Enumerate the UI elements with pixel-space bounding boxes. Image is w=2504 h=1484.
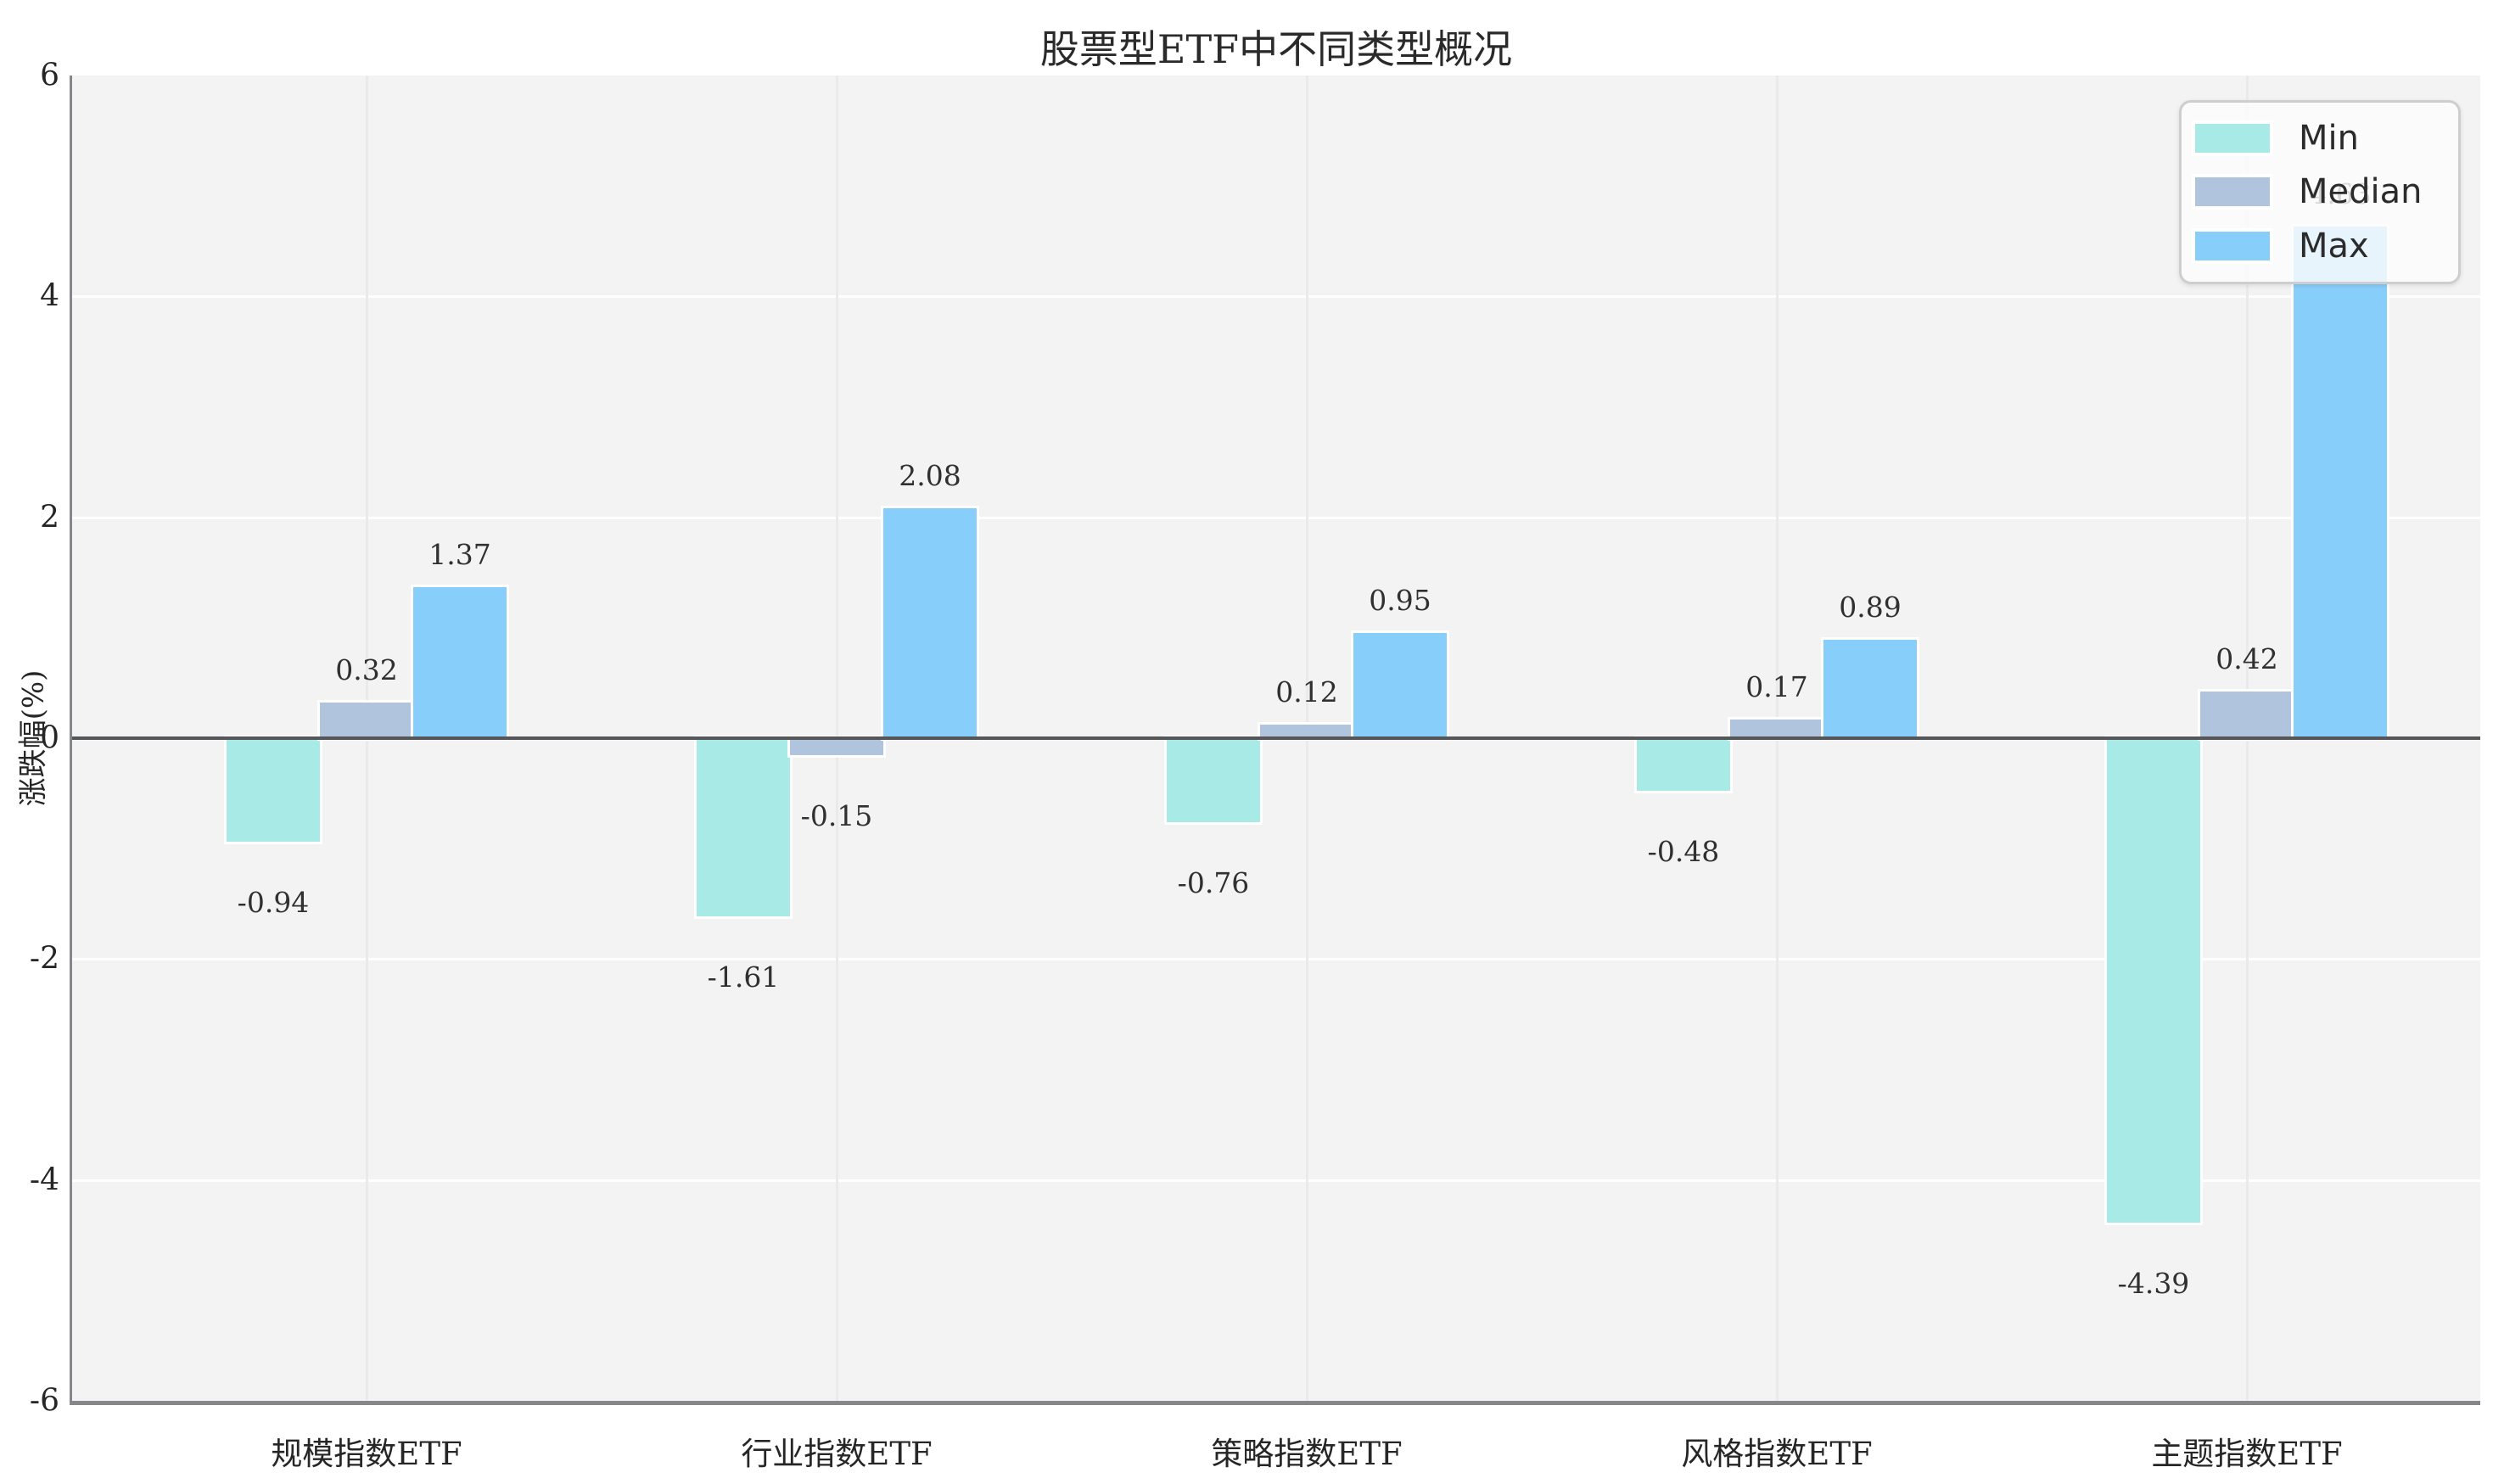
- legend: Min Median Max: [2179, 100, 2461, 284]
- min-color-swatch: [2195, 123, 2270, 153]
- x-category-label: 策略指数ETF: [1211, 1436, 1403, 1472]
- h-gridline: [72, 1179, 2480, 1182]
- chart-title: 股票型ETF中不同类型概况: [1039, 26, 1513, 72]
- h-gridline: [72, 295, 2480, 299]
- value-label-max-3: 0.95: [1369, 584, 1431, 618]
- value-label-max-2: 2.08: [899, 459, 961, 493]
- value-label-median-4: 0.17: [1745, 669, 1808, 703]
- value-label-median-2: -0.15: [800, 798, 873, 832]
- x-category-label: 风格指数ETF: [1681, 1436, 1873, 1472]
- bar-min-1: [224, 736, 322, 845]
- bar-max-5: [2291, 224, 2389, 741]
- legend-item-min: Min: [2195, 121, 2458, 155]
- left-axis-spine: [70, 76, 72, 1403]
- x-category-label: 主题指数ETF: [2151, 1436, 2343, 1472]
- value-label-min-3: -0.76: [1177, 865, 1250, 899]
- bar-max-2: [881, 506, 979, 741]
- y-tick-label: 2: [40, 500, 59, 535]
- bar-min-5: [2104, 736, 2203, 1226]
- bar-min-3: [1164, 736, 1263, 825]
- value-label-max-4: 0.89: [1839, 591, 1902, 624]
- y-tick-label: 0: [40, 720, 59, 756]
- bar-max-1: [411, 584, 509, 741]
- bar-median-5: [2198, 689, 2296, 741]
- bar-min-2: [694, 736, 793, 919]
- x-category-label: 行业指数ETF: [741, 1436, 933, 1472]
- x-category-label: 规模指数ETF: [271, 1436, 462, 1472]
- y-tick-label: 6: [40, 58, 59, 93]
- bar-min-4: [1634, 736, 1733, 794]
- value-label-min-4: -0.48: [1647, 835, 1720, 869]
- value-label-median-5: 0.42: [2216, 642, 2278, 676]
- value-label-median-3: 0.12: [1275, 675, 1338, 709]
- bar-max-4: [1821, 637, 1919, 741]
- value-label-min-1: -0.94: [237, 886, 310, 920]
- median-color-swatch: [2195, 177, 2270, 207]
- zero-axis-line: [72, 736, 2480, 740]
- y-tick-label: -6: [29, 1383, 59, 1419]
- y-tick-label: 4: [40, 278, 59, 314]
- max-color-swatch: [2195, 232, 2270, 261]
- legend-item-max: Max: [2195, 229, 2458, 263]
- bar-max-3: [1351, 630, 1449, 741]
- value-label-median-1: 0.32: [335, 653, 398, 687]
- legend-label-max: Max: [2299, 227, 2369, 266]
- bar-median-1: [317, 700, 416, 741]
- y-tick-label: -4: [29, 1162, 59, 1198]
- legend-label-median: Median: [2299, 172, 2423, 212]
- y-tick-label: -2: [29, 941, 59, 977]
- bottom-axis-spine: [70, 1401, 2480, 1405]
- value-label-min-5: -4.39: [2117, 1267, 2190, 1301]
- legend-item-median: Median: [2195, 175, 2458, 209]
- legend-label-min: Min: [2299, 118, 2359, 158]
- value-label-max-1: 1.37: [429, 537, 491, 571]
- value-label-min-2: -1.61: [707, 960, 780, 994]
- h-gridline: [72, 958, 2480, 961]
- h-gridline: [72, 516, 2480, 519]
